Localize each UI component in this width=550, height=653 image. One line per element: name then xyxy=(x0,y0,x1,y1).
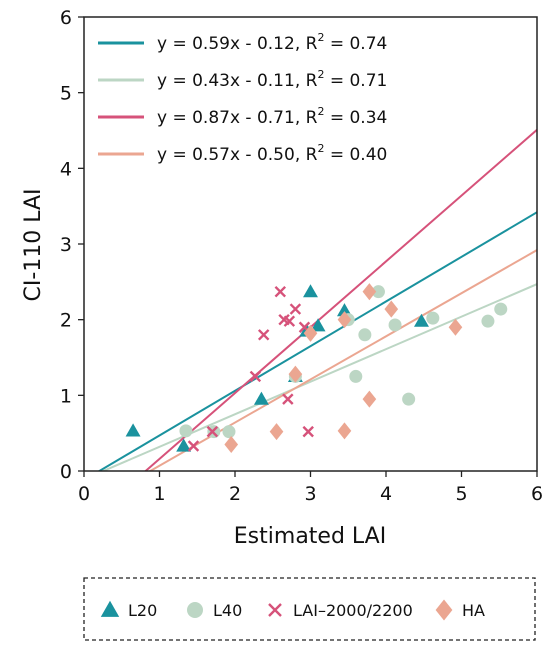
data-point xyxy=(269,423,284,441)
data-point xyxy=(253,391,269,405)
y-axis-label: CI-110 LAI xyxy=(21,188,46,301)
legend-label: HA xyxy=(462,601,485,620)
data-point xyxy=(414,313,429,327)
fit-legend-label: y = 0.59x - 0.12, R2 = 0.74 xyxy=(157,31,387,54)
y-tick-label: 6 xyxy=(60,7,72,29)
data-point xyxy=(206,425,219,438)
legend-marker xyxy=(268,603,282,617)
fit-line xyxy=(100,283,537,471)
y-tick-label: 3 xyxy=(60,234,72,256)
fit-line xyxy=(97,211,537,471)
data-point xyxy=(402,392,416,406)
data-point xyxy=(176,438,192,452)
fit-line xyxy=(148,249,537,471)
legend-marker xyxy=(435,599,453,621)
data-point xyxy=(362,283,377,301)
data-point xyxy=(362,390,377,408)
data-point xyxy=(179,424,193,438)
data-point xyxy=(337,422,352,440)
fit-legend-label: y = 0.87x - 0.71, R2 = 0.34 xyxy=(157,105,387,128)
data-point xyxy=(303,324,318,342)
data-point xyxy=(125,423,141,437)
legend-label: L40 xyxy=(213,601,242,620)
data-point xyxy=(249,370,262,383)
data-point xyxy=(448,318,463,336)
data-point xyxy=(222,425,236,439)
x-tick-label: 2 xyxy=(229,483,241,505)
y-tick-label: 4 xyxy=(60,158,72,180)
x-tick-label: 0 xyxy=(78,483,90,505)
data-point xyxy=(494,302,508,316)
data-markers xyxy=(125,283,508,454)
data-point xyxy=(426,311,440,325)
y-tick-label: 0 xyxy=(60,461,72,483)
x-axis-ticks: 0 1 2 3 4 5 6 xyxy=(78,471,543,505)
y-axis-ticks: 0 1 2 3 4 5 6 xyxy=(60,7,84,483)
x-tick-label: 5 xyxy=(455,483,467,505)
data-point xyxy=(481,314,495,328)
y-tick-label: 2 xyxy=(60,310,72,332)
data-point xyxy=(224,435,239,454)
x-tick-label: 6 xyxy=(531,483,543,505)
x-tick-label: 4 xyxy=(380,483,392,505)
data-point xyxy=(187,440,200,452)
legend-marker xyxy=(187,602,203,618)
fit-legend-label: y = 0.43x - 0.11, R2 = 0.71 xyxy=(157,68,387,91)
data-point xyxy=(384,300,399,318)
data-point xyxy=(349,369,363,383)
data-point xyxy=(283,315,296,327)
legend-label: LAI–2000/2200 xyxy=(293,601,413,620)
data-point xyxy=(388,318,402,332)
data-point xyxy=(289,303,302,315)
data-point xyxy=(371,285,385,299)
data-point xyxy=(282,393,294,405)
data-point xyxy=(310,318,326,332)
x-axis-label: Estimated LAI xyxy=(234,524,386,549)
y-tick-label: 5 xyxy=(60,83,72,105)
data-point xyxy=(274,285,287,298)
data-point xyxy=(358,328,372,342)
fit-legend: y = 0.59x - 0.12, R2 = 0.74 y = 0.43x - 0… xyxy=(98,31,387,165)
legend-label: L20 xyxy=(128,601,157,620)
data-point xyxy=(288,365,303,383)
data-point xyxy=(257,329,270,341)
series-legend-box xyxy=(83,577,536,641)
fit-legend-label: y = 0.57x - 0.50, R2 = 0.40 xyxy=(157,142,387,165)
data-point xyxy=(337,303,352,317)
data-point xyxy=(302,425,314,438)
data-point xyxy=(337,311,352,329)
data-point xyxy=(303,284,318,298)
x-tick-label: 3 xyxy=(304,483,316,505)
legend-marker xyxy=(100,600,120,617)
x-tick-label: 1 xyxy=(153,483,165,505)
y-tick-label: 1 xyxy=(60,385,72,407)
series-legend: L20 L40 LAI–2000/2200 HA xyxy=(100,599,485,621)
